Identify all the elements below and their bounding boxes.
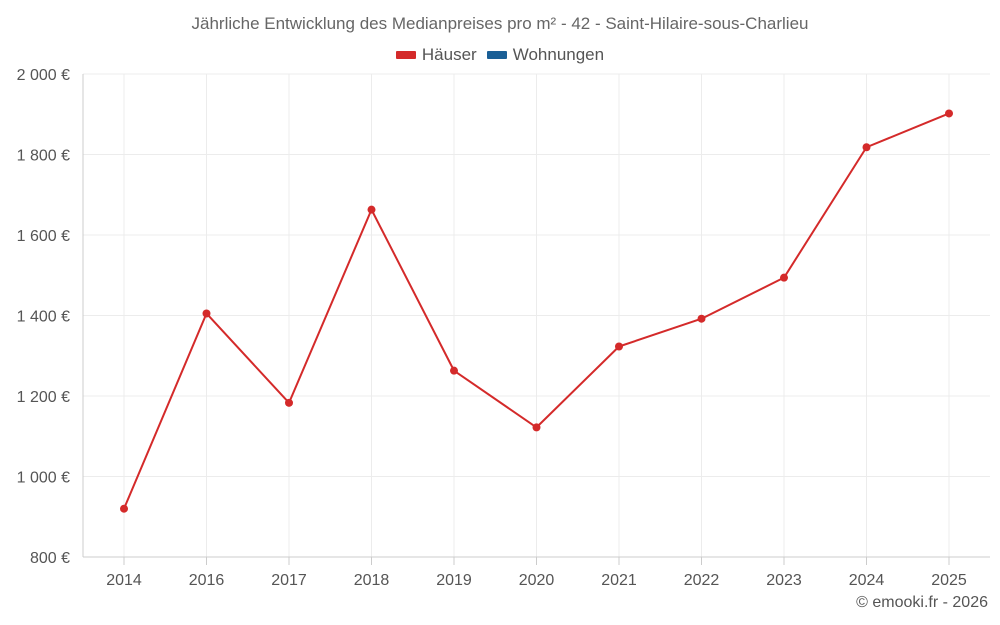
data-point[interactable] <box>615 342 623 351</box>
data-point[interactable] <box>532 423 541 432</box>
x-tick-label: 2018 <box>354 572 390 589</box>
x-tick-label: 2019 <box>436 572 472 589</box>
data-point[interactable] <box>202 309 211 318</box>
data-point[interactable] <box>697 314 706 323</box>
legend-swatch-wohnungen <box>486 51 507 59</box>
y-tick-label: 1 600 € <box>17 228 70 245</box>
legend-label-wohnungen: Wohnungen <box>512 45 605 64</box>
x-tick-label: 2021 <box>601 572 637 589</box>
legend-label-haeuser: Häuser <box>421 45 477 64</box>
data-point[interactable] <box>367 205 376 214</box>
x-tick-label: 2024 <box>849 572 885 589</box>
data-point[interactable] <box>285 398 293 407</box>
x-tick-label: 2016 <box>189 572 225 589</box>
series-layer <box>120 109 953 513</box>
chart-title: Jährliche Entwicklung des Medianpreises … <box>191 14 809 33</box>
legend: Häuser Wohnungen <box>0 45 1000 65</box>
data-point[interactable] <box>120 504 128 513</box>
legend-item-wohnungen[interactable]: Wohnungen <box>486 45 605 65</box>
data-point[interactable] <box>862 143 871 152</box>
axes: 800 € 1 000 € 1 200 € 1 400 € 1 600 € 1 800 €… <box>17 67 990 589</box>
grid <box>83 73 990 557</box>
y-tick-label: 1 200 € <box>17 389 70 406</box>
x-tick-label: 2023 <box>766 572 802 589</box>
data-point[interactable] <box>945 109 953 118</box>
legend-swatch-haeuser <box>395 51 416 59</box>
legend-item-haeuser[interactable]: Häuser <box>395 45 477 65</box>
x-tick-label: 2014 <box>106 572 142 589</box>
data-point[interactable] <box>780 273 788 282</box>
y-tick-label: 1 000 € <box>17 470 70 487</box>
y-tick-label: 1 800 € <box>17 148 70 165</box>
x-tick-label: 2025 <box>931 572 967 589</box>
y-tick-label: 800 € <box>30 550 70 567</box>
y-tick-label: 1 400 € <box>17 309 70 326</box>
x-tick-label: 2017 <box>271 572 307 589</box>
credit-text: © emooki.fr - 2026 <box>856 594 988 611</box>
data-point[interactable] <box>450 366 458 375</box>
x-tick-label: 2022 <box>684 572 720 589</box>
y-tick-label: 2 000 € <box>17 67 70 84</box>
x-tick-label: 2020 <box>519 572 555 589</box>
